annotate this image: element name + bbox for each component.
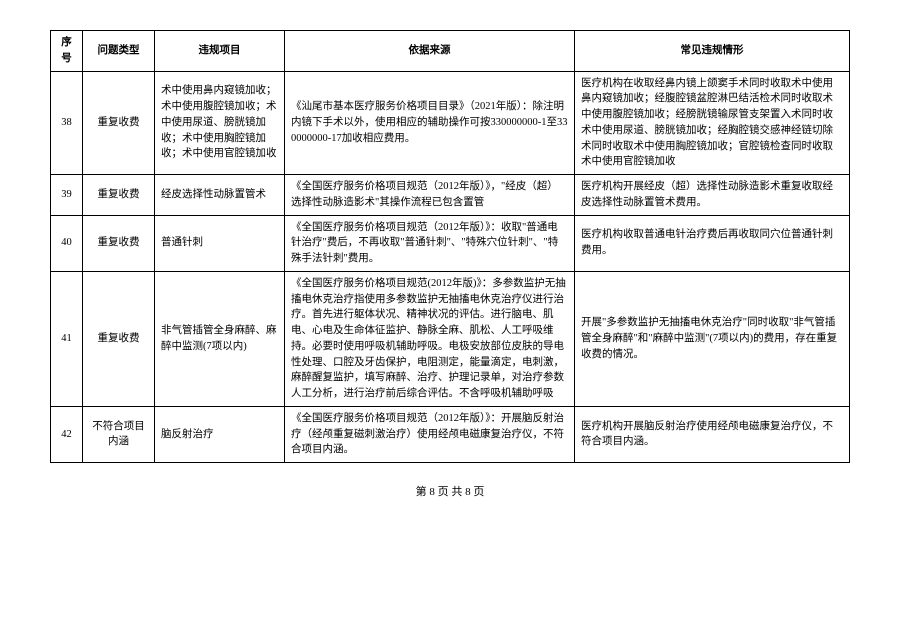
cell-basis: 《全国医疗服务价格项目规范(2012年版)》：多参数监护无抽搐电休克治疗指使用多… <box>285 271 575 406</box>
cell-num: 41 <box>51 271 83 406</box>
header-case: 常见违规情形 <box>575 31 850 72</box>
cell-case: 医疗机构收取普通电针治疗费后再收取同穴位普通针刺费用。 <box>575 215 850 271</box>
table-row: 42不符合项目内涵脑反射治疗《全国医疗服务价格项目规范（2012年版）》：开展脑… <box>51 406 850 462</box>
cell-num: 42 <box>51 406 83 462</box>
cell-num: 39 <box>51 175 83 216</box>
cell-type: 重复收费 <box>83 215 155 271</box>
cell-case: 医疗机构开展经皮（超）选择性动脉造影术重复收取经皮选择性动脉置管术费用。 <box>575 175 850 216</box>
cell-basis: 《全国医疗服务价格项目规范（2012年版）》：收取"普通电针治疗"费后，不再收取… <box>285 215 575 271</box>
cell-num: 38 <box>51 71 83 175</box>
cell-basis: 《全国医疗服务价格项目规范（2012年版）》，"经皮（超）选择性动脉造影术"其操… <box>285 175 575 216</box>
table-row: 41重复收费非气管插管全身麻醉、麻醉中监测(7项以内)《全国医疗服务价格项目规范… <box>51 271 850 406</box>
header-num: 序号 <box>51 31 83 72</box>
cell-basis: 《汕尾市基本医疗服务价格项目目录》（2021年版）：除注明内镜下手术以外，使用相… <box>285 71 575 175</box>
cell-item: 经皮选择性动脉置管术 <box>155 175 285 216</box>
cell-type: 重复收费 <box>83 271 155 406</box>
page-footer: 第 8 页 共 8 页 <box>50 483 850 499</box>
cell-case: 开展"多参数监护无抽搐电休克治疗"同时收取"非气管插管全身麻醉"和"麻醉中监测"… <box>575 271 850 406</box>
table-row: 39重复收费经皮选择性动脉置管术《全国医疗服务价格项目规范（2012年版）》，"… <box>51 175 850 216</box>
violation-table: 序号 问题类型 违规项目 依据来源 常见违规情形 38重复收费术中使用鼻内窥镜加… <box>50 30 850 463</box>
cell-item: 普通针刺 <box>155 215 285 271</box>
header-basis: 依据来源 <box>285 31 575 72</box>
table-row: 38重复收费术中使用鼻内窥镜加收；术中使用腹腔镜加收；术中使用尿道、膀胱镜加收；… <box>51 71 850 175</box>
cell-num: 40 <box>51 215 83 271</box>
cell-type: 不符合项目内涵 <box>83 406 155 462</box>
table-row: 40重复收费普通针刺《全国医疗服务价格项目规范（2012年版）》：收取"普通电针… <box>51 215 850 271</box>
cell-type: 重复收费 <box>83 71 155 175</box>
cell-item: 脑反射治疗 <box>155 406 285 462</box>
cell-item: 术中使用鼻内窥镜加收；术中使用腹腔镜加收；术中使用尿道、膀胱镜加收；术中使用胸腔… <box>155 71 285 175</box>
table-header-row: 序号 问题类型 违规项目 依据来源 常见违规情形 <box>51 31 850 72</box>
cell-type: 重复收费 <box>83 175 155 216</box>
cell-basis: 《全国医疗服务价格项目规范（2012年版）》：开展脑反射治疗（经颅重复磁刺激治疗… <box>285 406 575 462</box>
header-item: 违规项目 <box>155 31 285 72</box>
cell-item: 非气管插管全身麻醉、麻醉中监测(7项以内) <box>155 271 285 406</box>
header-type: 问题类型 <box>83 31 155 72</box>
cell-case: 医疗机构开展脑反射治疗使用经颅电磁康复治疗仪，不符合项目内涵。 <box>575 406 850 462</box>
cell-case: 医疗机构在收取经鼻内镜上颌窦手术同时收取术中使用鼻内窥镜加收；经腹腔镜盆腔淋巴结… <box>575 71 850 175</box>
